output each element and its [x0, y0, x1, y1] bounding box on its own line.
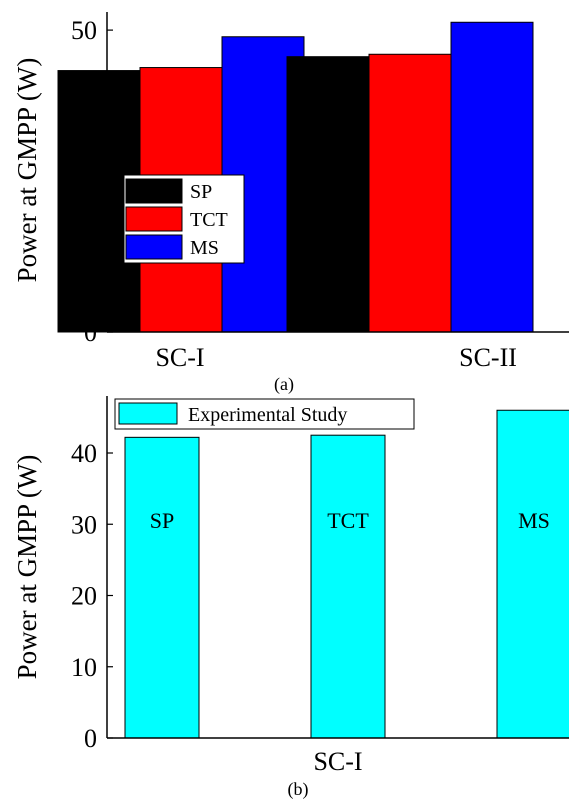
bar-tct — [310, 434, 386, 739]
bar-label-ms: MS — [518, 508, 550, 533]
panel-a-axes — [106, 12, 569, 333]
y-tick-label: 10 — [71, 258, 97, 287]
y-tick-label: 20 — [71, 197, 97, 226]
panel-a-x-ticks: SC-I SC-II — [155, 343, 516, 372]
panel-a-bars — [57, 21, 534, 333]
legend-swatch-tct — [125, 206, 183, 232]
y-tick-label: 20 — [71, 582, 97, 611]
panel-a-y-ticks: 0 10 20 30 40 50 — [71, 16, 113, 347]
bar-ms-sc-ii — [450, 21, 534, 333]
panel-b-bars: SP TCT MS — [124, 409, 569, 739]
legend-swatch-experimental-study — [118, 402, 178, 425]
y-tick-label: 50 — [71, 16, 97, 45]
x-tick-label: SC-I — [155, 343, 204, 372]
panel-a-legend: SP TCT MS — [123, 174, 245, 264]
panel-a-caption: (a) — [274, 374, 294, 395]
bar-sp-sc-ii — [286, 56, 370, 333]
legend-label-sp: SP — [190, 181, 212, 203]
legend-label-tct: TCT — [190, 209, 228, 231]
x-tick-label: SC-II — [459, 343, 517, 372]
panel-b-x-ticks: SC-I — [313, 747, 362, 776]
y-tick-label: 40 — [71, 439, 97, 468]
legend-label-ms: MS — [190, 237, 219, 259]
bar-tct-sc-ii — [368, 53, 452, 333]
legend-swatch-ms — [125, 234, 183, 260]
bar-sp — [124, 436, 200, 739]
panel-b-chart: SP TCT MS 0 10 20 30 40 SC-I Power at GMPP (W)… — [12, 396, 569, 800]
y-tick-label: 30 — [71, 137, 97, 166]
panel-b-y-ticks: 0 10 20 30 40 — [71, 439, 113, 753]
legend-label-experimental-study: Experimental Study — [188, 404, 347, 426]
panel-b-caption: (b) — [288, 779, 309, 800]
bar-label-tct: TCT — [327, 508, 369, 533]
panel-a-y-axis-label: Power at GMPP (W) — [12, 58, 42, 283]
bar-label-sp: SP — [150, 508, 174, 533]
y-tick-label: 10 — [71, 653, 97, 682]
legend-swatch-sp — [125, 178, 183, 204]
panel-b-legend: Experimental Study — [114, 398, 415, 430]
y-tick-label: 0 — [84, 318, 97, 347]
y-tick-label: 40 — [71, 76, 97, 105]
y-tick-label: 0 — [84, 724, 97, 753]
y-tick-label: 30 — [71, 510, 97, 539]
panel-b-y-axis-label: Power at GMPP (W) — [12, 455, 42, 680]
x-tick-label: SC-I — [313, 747, 362, 776]
bar-ms — [496, 409, 569, 739]
